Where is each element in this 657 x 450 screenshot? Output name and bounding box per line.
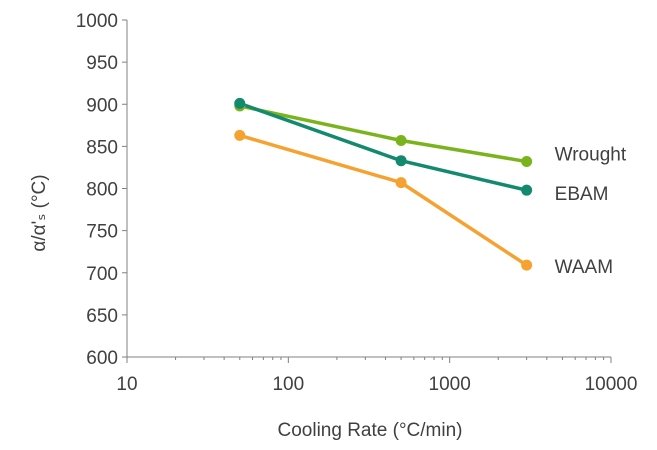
data-point-waam (395, 177, 407, 189)
y-tick-label: 800 (86, 180, 118, 201)
y-tick-label: 900 (86, 95, 118, 116)
y-tick-label: 950 (86, 53, 118, 74)
y-tick-label: 600 (86, 348, 118, 369)
y-tick-label: 1000 (76, 11, 118, 32)
x-tick-label: 100 (272, 374, 304, 395)
y-axis-title: α/α'ₛ (°C) (29, 174, 50, 251)
data-point-ebam (521, 184, 533, 196)
data-point-ebam (234, 97, 246, 109)
series-label-wrought: Wrought (555, 145, 627, 166)
series-points-group (234, 97, 533, 271)
data-point-wrought (521, 156, 533, 168)
x-tick-label: 1000 (429, 374, 471, 395)
series-lines-group (239, 101, 528, 267)
data-point-ebam (395, 155, 407, 167)
y-tick-label: 850 (86, 137, 118, 158)
data-point-wrought (395, 134, 407, 146)
y-tick-label: 650 (86, 306, 118, 327)
x-axis-title: Cooling Rate (°C/min) (278, 420, 463, 441)
x-tick-label: 10 (116, 374, 137, 395)
data-point-waam (521, 259, 533, 271)
axes-group: 600 650 700 750 800 850 900 950 1000 10 100 1000 100… (76, 11, 638, 395)
y-tick-label: 750 (86, 222, 118, 243)
y-tick-label: 700 (86, 264, 118, 285)
x-tick-label: 10000 (585, 374, 638, 395)
series-label-ebam: EBAM (555, 184, 609, 205)
data-point-waam (234, 129, 246, 141)
series-labels-group: Wrought EBAM WAAM (555, 145, 627, 279)
series-label-waam: WAAM (555, 257, 613, 278)
